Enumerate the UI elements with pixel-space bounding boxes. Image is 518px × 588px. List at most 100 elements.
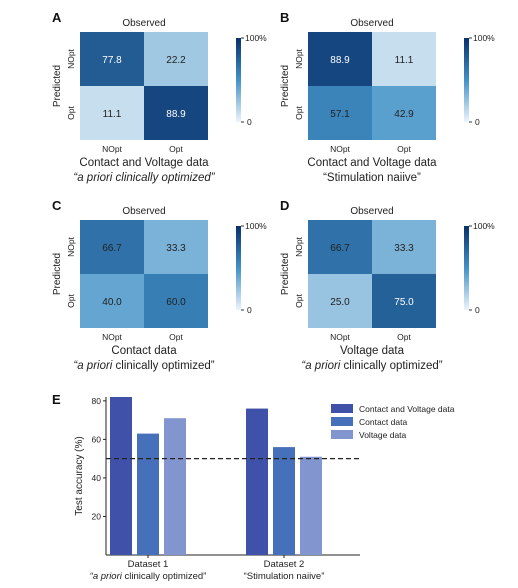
heatmap-cell-value: 33.3 bbox=[166, 243, 186, 254]
panel-label: C bbox=[52, 198, 62, 213]
heatmap-cell-value: 33.3 bbox=[394, 243, 414, 254]
heatmap-cell bbox=[372, 274, 436, 328]
heatmap-cell bbox=[308, 220, 372, 274]
panel-label: E bbox=[52, 392, 61, 407]
caption-line-1: Contact and Voltage data bbox=[307, 157, 437, 169]
caption-rest: “Stimulation naiive” bbox=[323, 172, 421, 184]
y-tick-label: 20 bbox=[92, 511, 102, 521]
observed-title: Observed bbox=[350, 206, 393, 217]
colorbar-min-label: 0 bbox=[247, 305, 252, 315]
heatmap-cell bbox=[144, 32, 208, 86]
column-tick-label: Opt bbox=[397, 332, 411, 342]
category-label: Dataset 1 bbox=[128, 559, 169, 570]
observed-title: Observed bbox=[350, 18, 393, 29]
legend-label: Contact and Voltage data bbox=[359, 404, 455, 414]
legend-swatch bbox=[331, 404, 353, 413]
column-tick-label: Opt bbox=[169, 144, 183, 154]
legend-swatch bbox=[331, 417, 353, 426]
heatmap-cell bbox=[372, 86, 436, 140]
heatmap-cell-value: 60.0 bbox=[166, 297, 186, 308]
predicted-axis-label: Predicted bbox=[52, 65, 63, 107]
caption-italic: “a priori bbox=[73, 360, 112, 372]
category-label: Dataset 2 bbox=[264, 559, 305, 570]
colorbar bbox=[464, 226, 469, 310]
heatmap-cell bbox=[308, 274, 372, 328]
colorbar-max-label: 100% bbox=[245, 221, 267, 231]
heatmap-cell bbox=[308, 32, 372, 86]
bar bbox=[300, 456, 322, 555]
colorbar-max-label: 100% bbox=[473, 221, 495, 231]
row-tick-label: NOpt bbox=[66, 48, 76, 68]
colorbar-min-label: 0 bbox=[475, 305, 480, 315]
panel-label: A bbox=[52, 10, 62, 25]
y-tick-label: 80 bbox=[92, 396, 102, 406]
heatmap-cell bbox=[80, 32, 144, 86]
heatmap-cell bbox=[80, 274, 144, 328]
caption-italic: “a priori bbox=[301, 360, 340, 372]
row-tick-label: Opt bbox=[294, 106, 304, 120]
heatmap-cell-value: 77.8 bbox=[102, 55, 122, 66]
caption-rest: clinically optimized” bbox=[112, 360, 214, 372]
predicted-axis-label: Predicted bbox=[280, 65, 291, 107]
observed-title: Observed bbox=[122, 18, 165, 29]
panel-label: D bbox=[280, 198, 289, 213]
bar bbox=[246, 408, 268, 555]
caption-line-2: “a priori clinically optimized” bbox=[73, 360, 214, 372]
column-tick-label: Opt bbox=[169, 332, 183, 342]
heatmap-cell-value: 75.0 bbox=[394, 297, 414, 308]
column-tick-label: NOpt bbox=[102, 332, 122, 342]
heatmap-cell bbox=[80, 86, 144, 140]
colorbar bbox=[236, 226, 241, 310]
column-tick-label: NOpt bbox=[330, 332, 350, 342]
row-tick-label: NOpt bbox=[66, 236, 76, 256]
caption-line-2: “a priori clinically optimized” bbox=[301, 360, 442, 372]
category-sublabel-italic: “a priori bbox=[90, 571, 123, 582]
colorbar bbox=[464, 38, 469, 122]
legend-swatch bbox=[331, 430, 353, 439]
heatmap-cell bbox=[80, 220, 144, 274]
heatmap-cell-value: 25.0 bbox=[330, 297, 350, 308]
heatmap-cell bbox=[144, 274, 208, 328]
bar bbox=[137, 433, 159, 555]
heatmap-cell bbox=[308, 86, 372, 140]
colorbar-min-label: 0 bbox=[247, 117, 252, 127]
caption-line-2: “Stimulation naiive” bbox=[323, 172, 421, 184]
row-tick-label: NOpt bbox=[294, 236, 304, 256]
heatmap-cell-value: 88.9 bbox=[330, 55, 350, 66]
column-tick-label: NOpt bbox=[330, 144, 350, 154]
caption-italic: “a priori clinically optimized” bbox=[73, 172, 215, 184]
heatmap-cell-value: 11.1 bbox=[395, 55, 414, 66]
heatmap-cell-value: 88.9 bbox=[166, 109, 186, 120]
heatmap-cell bbox=[372, 32, 436, 86]
row-tick-label: Opt bbox=[66, 294, 76, 308]
observed-title: Observed bbox=[122, 206, 165, 217]
row-tick-label: Opt bbox=[294, 294, 304, 308]
caption-line-1: Voltage data bbox=[340, 345, 405, 357]
heatmap-cell-value: 57.1 bbox=[330, 109, 350, 120]
legend-label: Voltage data bbox=[359, 430, 407, 440]
heatmap-cell bbox=[372, 220, 436, 274]
category-sublabel: “Stimulation naiive” bbox=[244, 571, 325, 582]
colorbar-max-label: 100% bbox=[245, 33, 267, 43]
caption-rest: clinically optimized” bbox=[340, 360, 442, 372]
category-sublabel-rest: “Stimulation naiive” bbox=[244, 571, 325, 582]
bar bbox=[110, 397, 132, 555]
bar bbox=[164, 418, 186, 555]
row-tick-label: NOpt bbox=[294, 48, 304, 68]
predicted-axis-label: Predicted bbox=[52, 253, 63, 295]
heatmap-cell bbox=[144, 86, 208, 140]
colorbar-max-label: 100% bbox=[473, 33, 495, 43]
heatmap-cell bbox=[144, 220, 208, 274]
y-tick-label: 40 bbox=[92, 473, 102, 483]
category-sublabel: “a priori clinically optimized” bbox=[90, 571, 207, 582]
heatmap-cell-value: 11.1 bbox=[103, 109, 122, 120]
heatmap-cell-value: 42.9 bbox=[394, 109, 414, 120]
predicted-axis-label: Predicted bbox=[280, 253, 291, 295]
caption-line-2: “a priori clinically optimized” bbox=[73, 172, 215, 184]
legend-label: Contact data bbox=[359, 417, 407, 427]
